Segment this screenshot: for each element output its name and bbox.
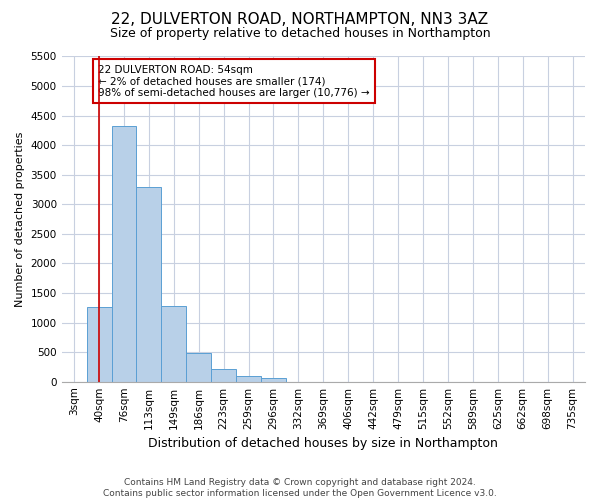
Bar — [161, 306, 186, 382]
Y-axis label: Number of detached properties: Number of detached properties — [15, 132, 25, 307]
Text: Contains HM Land Registry data © Crown copyright and database right 2024.
Contai: Contains HM Land Registry data © Crown c… — [103, 478, 497, 498]
Bar — [211, 368, 236, 382]
Text: 22 DULVERTON ROAD: 54sqm
← 2% of detached houses are smaller (174)
98% of semi-d: 22 DULVERTON ROAD: 54sqm ← 2% of detache… — [98, 64, 370, 98]
Bar — [236, 376, 261, 382]
Bar — [261, 378, 286, 382]
Text: Size of property relative to detached houses in Northampton: Size of property relative to detached ho… — [110, 28, 490, 40]
Bar — [136, 186, 161, 382]
Text: 22, DULVERTON ROAD, NORTHAMPTON, NN3 3AZ: 22, DULVERTON ROAD, NORTHAMPTON, NN3 3AZ — [112, 12, 488, 28]
Bar — [112, 126, 136, 382]
X-axis label: Distribution of detached houses by size in Northampton: Distribution of detached houses by size … — [148, 437, 498, 450]
Bar — [86, 306, 112, 382]
Bar — [186, 352, 211, 382]
